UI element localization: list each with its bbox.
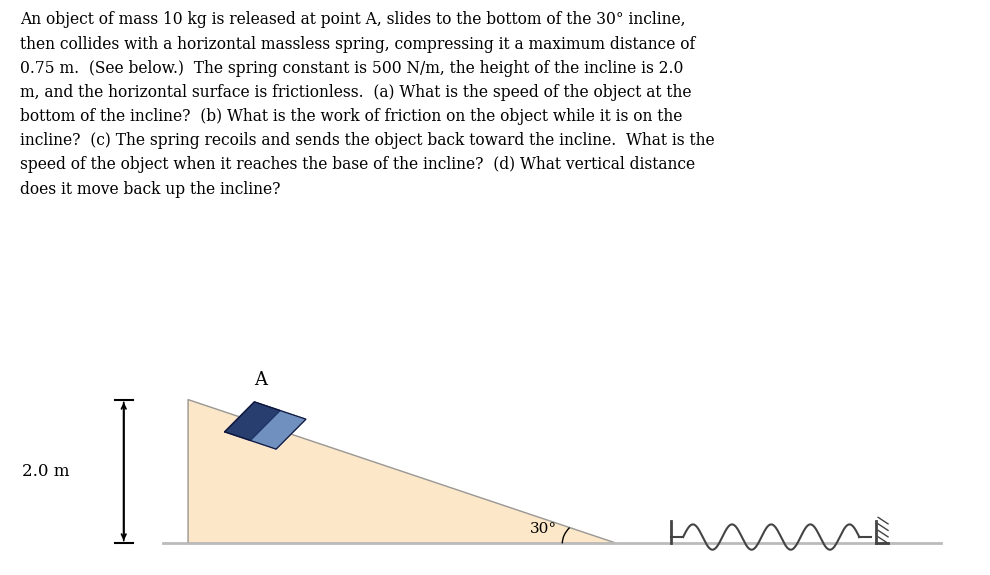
Polygon shape: [188, 400, 617, 543]
Polygon shape: [225, 402, 306, 449]
Text: 2.0 m: 2.0 m: [22, 463, 69, 480]
Text: 30°: 30°: [530, 522, 556, 536]
Text: An object of mass 10 kg is released at point A, slides to the bottom of the 30° : An object of mass 10 kg is released at p…: [20, 12, 715, 198]
Text: A: A: [253, 371, 267, 389]
Polygon shape: [225, 402, 280, 440]
Polygon shape: [225, 402, 306, 449]
